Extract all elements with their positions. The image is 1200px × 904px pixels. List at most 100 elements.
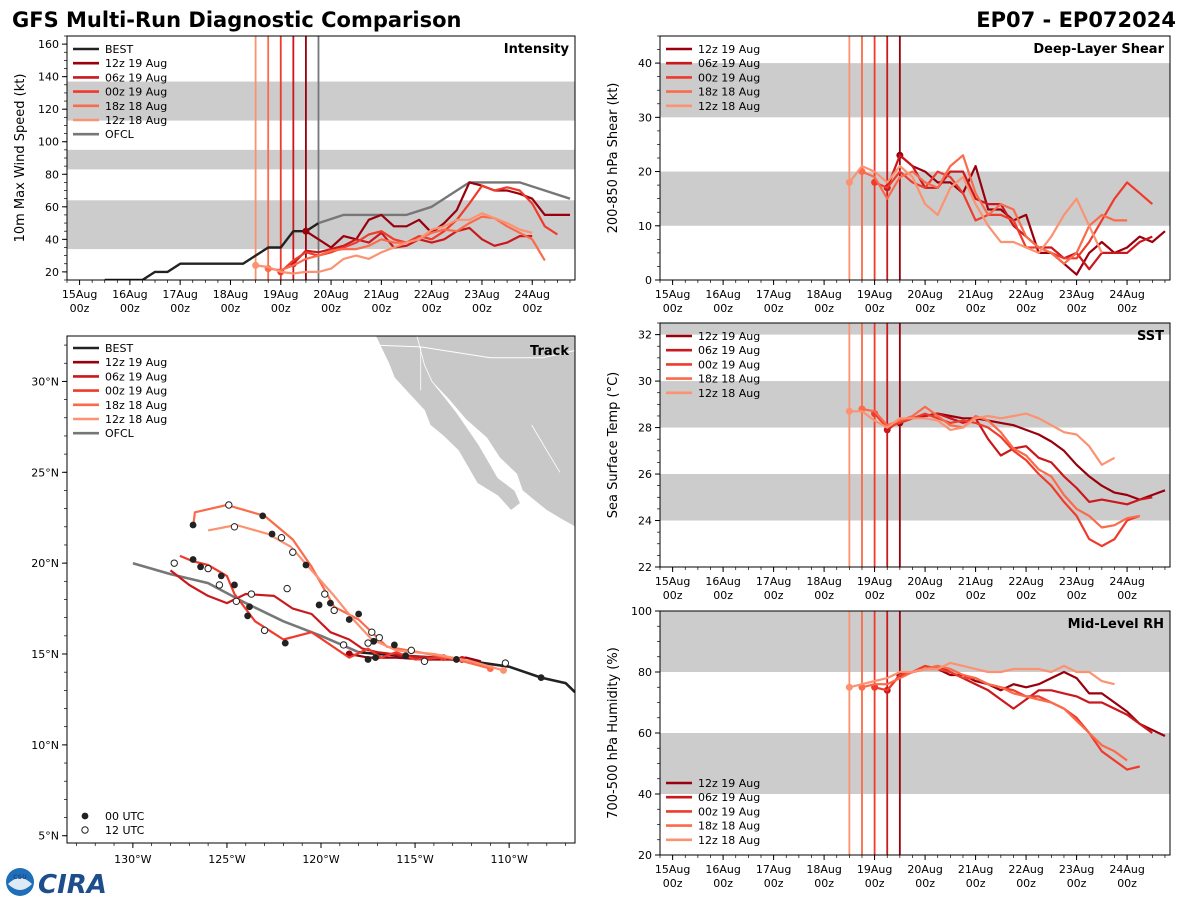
- intensity-xtick-hour: 00z: [70, 302, 90, 315]
- sst-legend-label-12z-19-aug: 12z 19 Aug: [698, 330, 760, 343]
- intensity-threshold-band: [67, 81, 575, 121]
- track-point-00utc: [327, 599, 334, 607]
- rh-xtick-hour: 00z: [1016, 877, 1036, 890]
- shear-xtick-day: 16Aug: [705, 288, 740, 301]
- track-point-12utc: [407, 646, 416, 655]
- rh-title: Mid-Level RH: [1068, 617, 1164, 632]
- shear-threshold-band: [660, 63, 1170, 118]
- track-point-00utc: [355, 610, 363, 618]
- track-point-00utc: [370, 637, 378, 645]
- track-point-12utc: [277, 534, 286, 542]
- rh-legend-label-06z-19-aug: 06z 19 Aug: [698, 791, 760, 804]
- shear-xtick-hour: 00z: [1067, 302, 1087, 315]
- intensity-xtick-day: 15Aug: [62, 288, 97, 301]
- track-series-12z-18-aug: [207, 523, 504, 672]
- track-panel: 130°W 125°W 120°W 115°W 110°W 5°N 10°N 15°N 20°N…: [31, 335, 576, 866]
- track-legend-12utc-marker: [81, 826, 89, 834]
- track-legend-00utc-marker: [81, 812, 89, 820]
- rh-ytick-label: 40: [638, 788, 652, 801]
- rh-series-12z-19-aug: [899, 667, 1166, 737]
- intensity-ylabel: 10m Max Wind Speed (kt): [13, 74, 28, 243]
- sst-xtick-day: 20Aug: [907, 575, 942, 588]
- logo-badge-text: CSU: [13, 874, 27, 881]
- shear-xtick-day: 23Aug: [1059, 288, 1094, 301]
- intensity-init-marker-12z-19-aug: [302, 227, 310, 235]
- shear-xtick-hour: 00z: [713, 302, 733, 315]
- intensity-xtick-day: 17Aug: [162, 288, 197, 301]
- rh-ytick-label: 60: [638, 727, 652, 740]
- rh-xtick-day: 15Aug: [655, 863, 690, 876]
- shear-xtick-hour: 00z: [814, 302, 834, 315]
- rh-xtick-hour: 00z: [1067, 877, 1087, 890]
- shear-xtick-hour: 00z: [865, 302, 885, 315]
- rh-xtick-hour: 00z: [814, 877, 834, 890]
- intensity-panel: 2040608010012014016015Aug00z16Aug00z17Au…: [13, 35, 576, 315]
- cira-logo: CSU CIRA: [6, 868, 107, 900]
- intensity-xtick-hour: 00z: [221, 302, 241, 315]
- sst-ylabel: Sea Surface Temp (°C): [606, 372, 621, 519]
- sst-xtick-day: 21Aug: [958, 575, 993, 588]
- shear-ytick-label: 0: [645, 274, 652, 287]
- rh-xtick-day: 22Aug: [1008, 863, 1043, 876]
- track-point-00utc: [372, 654, 379, 662]
- sst-xtick-hour: 00z: [1016, 589, 1036, 602]
- intensity-xtick-day: 20Aug: [313, 288, 348, 301]
- track-point-00utc: [259, 512, 267, 520]
- shear-plot-area: [660, 36, 1170, 280]
- shear-init-marker-12z-18-aug: [845, 178, 853, 186]
- track-point-00utc: [315, 601, 323, 609]
- shear-xtick-hour: 00z: [966, 302, 986, 315]
- track-point-12utc: [230, 523, 239, 531]
- intensity-xtick-hour: 00z: [271, 302, 291, 315]
- rh-series-18z-18-aug: [861, 664, 1128, 762]
- track-point-00utc: [402, 652, 410, 660]
- sst-xtick-hour: 00z: [1117, 589, 1137, 602]
- rh-series-00z-19-aug: [874, 664, 1140, 771]
- rh-legend-label-12z-19-aug: 12z 19 Aug: [698, 777, 760, 790]
- intensity-legend-label-12z-19-aug: 12z 19 Aug: [105, 57, 167, 70]
- intensity-ytick-label: 40: [45, 233, 59, 246]
- sst-xtick-hour: 00z: [915, 589, 935, 602]
- shear-xtick-day: 15Aug: [655, 288, 690, 301]
- track-point-12utc: [364, 639, 372, 647]
- rh-legend-label-18z-18-aug: 18z 18 Aug: [698, 820, 760, 833]
- sst-series-00z-19-aug: [873, 412, 1141, 548]
- intensity-series-ofcl: [318, 181, 571, 225]
- shear-series-12z-19-aug: [899, 154, 1166, 276]
- track-point-12utc: [247, 590, 256, 598]
- rh-xtick-hour: 00z: [865, 877, 885, 890]
- rh-ylabel: 700-500 hPa Humidity (%): [606, 647, 621, 819]
- intensity-xtick-day: 22Aug: [414, 288, 449, 301]
- shear-ytick-label: 20: [638, 166, 652, 179]
- track-series-ofcl: [132, 561, 360, 654]
- intensity-ytick-label: 160: [38, 38, 59, 51]
- shear-series-06z-19-aug: [886, 154, 1153, 271]
- rh-xtick-hour: 00z: [1117, 877, 1137, 890]
- shear-ytick-label: 40: [638, 57, 652, 70]
- intensity-xtick-hour: 00z: [321, 302, 341, 315]
- track-legend-label-ofcl: OFCL: [105, 427, 135, 440]
- rh-xtick-hour: 00z: [966, 877, 986, 890]
- rh-ytick-label: 80: [638, 666, 652, 679]
- rh-xtick-hour: 00z: [764, 877, 784, 890]
- track-point-12utc: [339, 641, 348, 649]
- track-ytick-label: 20°N: [31, 557, 59, 570]
- track-xtick-label: 125°W: [208, 853, 245, 866]
- rh-legend-label-12z-18-aug: 12z 18 Aug: [698, 834, 760, 847]
- intensity-xtick-hour: 00z: [472, 302, 492, 315]
- track-legend-label-12z-19-aug: 12z 19 Aug: [105, 356, 167, 369]
- track-point-00utc: [217, 572, 225, 580]
- track-point-12utc: [260, 626, 269, 635]
- track-point-12utc: [232, 597, 241, 606]
- track-point-12utc: [420, 657, 429, 665]
- shear-legend-label-06z-19-aug: 06z 19 Aug: [698, 57, 760, 70]
- track-point-00utc: [281, 639, 289, 647]
- rh-xtick-hour: 00z: [713, 877, 733, 890]
- shear-series-18z-18-aug: [861, 154, 1128, 265]
- figure-title: GFS Multi-Run Diagnostic Comparison: [12, 8, 461, 32]
- sst-ytick-label: 22: [638, 561, 652, 574]
- shear-xtick-hour: 00z: [1016, 302, 1036, 315]
- sst-panel: 22242628303215Aug00z16Aug00z17Aug00z18Au…: [606, 322, 1171, 602]
- track-point-00utc: [345, 616, 353, 623]
- sst-ytick-label: 28: [638, 422, 652, 435]
